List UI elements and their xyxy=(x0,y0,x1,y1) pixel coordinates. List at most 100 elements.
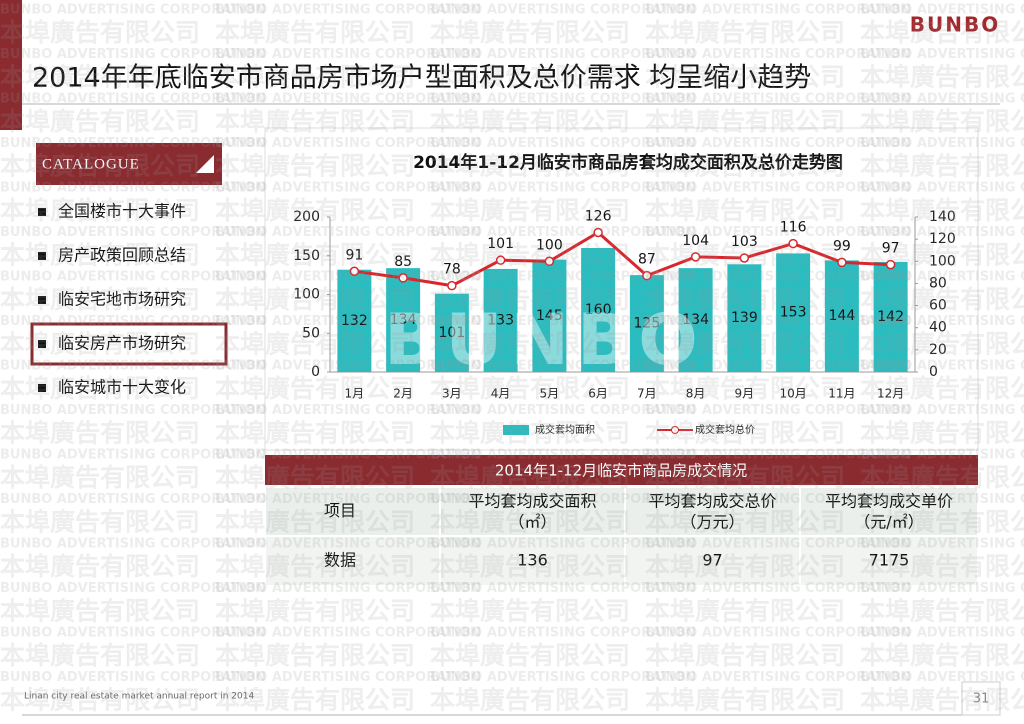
y-tick-label: 100 xyxy=(293,287,320,303)
table-header-text: 平均套均成交总价 xyxy=(648,492,776,511)
bar xyxy=(337,269,372,372)
table-cell xyxy=(801,488,977,535)
line-label: 103 xyxy=(731,234,758,250)
bar-label: 133 xyxy=(487,312,514,328)
y-tick-label: 0 xyxy=(311,364,320,380)
line-marker xyxy=(398,273,408,283)
bar-label: 160 xyxy=(585,302,612,318)
bar-label: 144 xyxy=(829,308,856,324)
bar xyxy=(532,259,567,372)
bar xyxy=(824,260,859,372)
footer-note: Linan city real estate market annual rep… xyxy=(24,692,254,702)
x-tick-label: 5月 xyxy=(540,387,560,401)
y2-tick-label: 100 xyxy=(929,253,956,269)
line-marker xyxy=(690,252,701,262)
y2-tick-label: 80 xyxy=(929,275,947,291)
line-label: 99 xyxy=(833,238,851,254)
side-bar xyxy=(0,0,22,130)
line-label: 116 xyxy=(780,220,807,236)
bar-label: 139 xyxy=(731,310,758,326)
x-tick-label: 7月 xyxy=(637,387,657,401)
table-cell xyxy=(441,488,624,535)
y2-tick-label: 40 xyxy=(929,320,947,336)
bar xyxy=(581,248,616,372)
line-marker xyxy=(788,238,798,249)
table-cell xyxy=(801,537,977,585)
table-title: 2014年1-12月临安市商品房成交情况 xyxy=(495,462,747,480)
bar xyxy=(727,264,762,372)
legend-swatch xyxy=(503,425,529,435)
table-header-text: 平均套均成交单价 xyxy=(825,492,953,511)
table-header-text: （㎡） xyxy=(508,513,556,532)
table-cell xyxy=(266,537,439,585)
x-tick-label: 8月 xyxy=(686,387,706,401)
bullet xyxy=(38,252,46,260)
x-tick-label: 2月 xyxy=(393,387,413,401)
catalogue-item: 房产政策回顾总结 xyxy=(58,246,186,265)
table-cell xyxy=(626,537,799,585)
table-header-text: 项目 xyxy=(324,501,356,520)
line-label: 91 xyxy=(345,247,363,263)
y-tick-label: 200 xyxy=(293,209,320,225)
x-tick-label: 4月 xyxy=(491,387,511,401)
line-marker xyxy=(349,266,360,276)
line-label: 85 xyxy=(394,254,412,270)
line-marker xyxy=(885,259,896,270)
line-label: 78 xyxy=(443,262,461,278)
chart-panel xyxy=(264,127,979,451)
bullet xyxy=(38,208,46,216)
x-tick-label: 11月 xyxy=(828,387,855,401)
x-tick-label: 10月 xyxy=(779,387,806,401)
line-marker xyxy=(642,270,652,281)
table-cell xyxy=(626,488,799,535)
catalogue-icon xyxy=(196,155,214,173)
line-marker xyxy=(593,227,603,238)
table-header-text: （万元） xyxy=(680,513,744,532)
page-box xyxy=(961,681,1001,716)
bar xyxy=(434,293,469,372)
table-cell-text: 136 xyxy=(517,551,548,570)
x-tick-label: 12月 xyxy=(877,387,904,401)
bar xyxy=(629,275,664,372)
catalogue-header xyxy=(36,143,222,185)
line-label: 100 xyxy=(536,237,563,253)
line-marker xyxy=(544,256,555,267)
bar-label: 153 xyxy=(780,305,807,321)
table-title-bar xyxy=(265,455,978,485)
line-label: 97 xyxy=(882,241,900,257)
bar-label: 134 xyxy=(682,312,709,328)
bar xyxy=(386,268,421,372)
table-cell-text: 数据 xyxy=(324,551,356,570)
legend-marker xyxy=(671,426,679,434)
line-marker xyxy=(495,255,506,265)
bar-label: 142 xyxy=(877,309,904,325)
legend-label: 成交套均总价 xyxy=(695,423,755,436)
y2-tick-label: 60 xyxy=(929,298,947,314)
catalogue-item: 临安城市十大变化 xyxy=(58,378,186,397)
line-marker xyxy=(447,280,457,291)
x-tick-label: 6月 xyxy=(588,387,608,401)
logo: BUNBO xyxy=(910,13,1000,37)
table-cell xyxy=(441,537,624,585)
line xyxy=(354,230,891,288)
y2-tick-label: 0 xyxy=(929,364,938,380)
bullet xyxy=(38,384,46,392)
line-marker xyxy=(739,253,750,263)
legend-label: 成交套均面积 xyxy=(535,423,595,436)
bar-label: 125 xyxy=(634,316,661,332)
bar-label: 132 xyxy=(341,313,368,329)
line-label: 126 xyxy=(585,209,612,225)
x-tick-label: 3月 xyxy=(442,387,462,401)
page-number: 31 xyxy=(973,692,990,707)
x-tick-label: 9月 xyxy=(735,387,755,401)
bar-label: 134 xyxy=(390,312,417,328)
bar-label: 101 xyxy=(439,325,466,341)
table-header-text: 平均套均成交面积 xyxy=(468,492,596,511)
table-cell-text: 97 xyxy=(702,551,722,570)
bullet xyxy=(38,296,46,304)
chart-watermark: BUNBO xyxy=(384,299,706,381)
table-cell-text: 7175 xyxy=(869,551,910,570)
line-label: 87 xyxy=(638,252,656,268)
y2-tick-label: 120 xyxy=(929,231,956,247)
